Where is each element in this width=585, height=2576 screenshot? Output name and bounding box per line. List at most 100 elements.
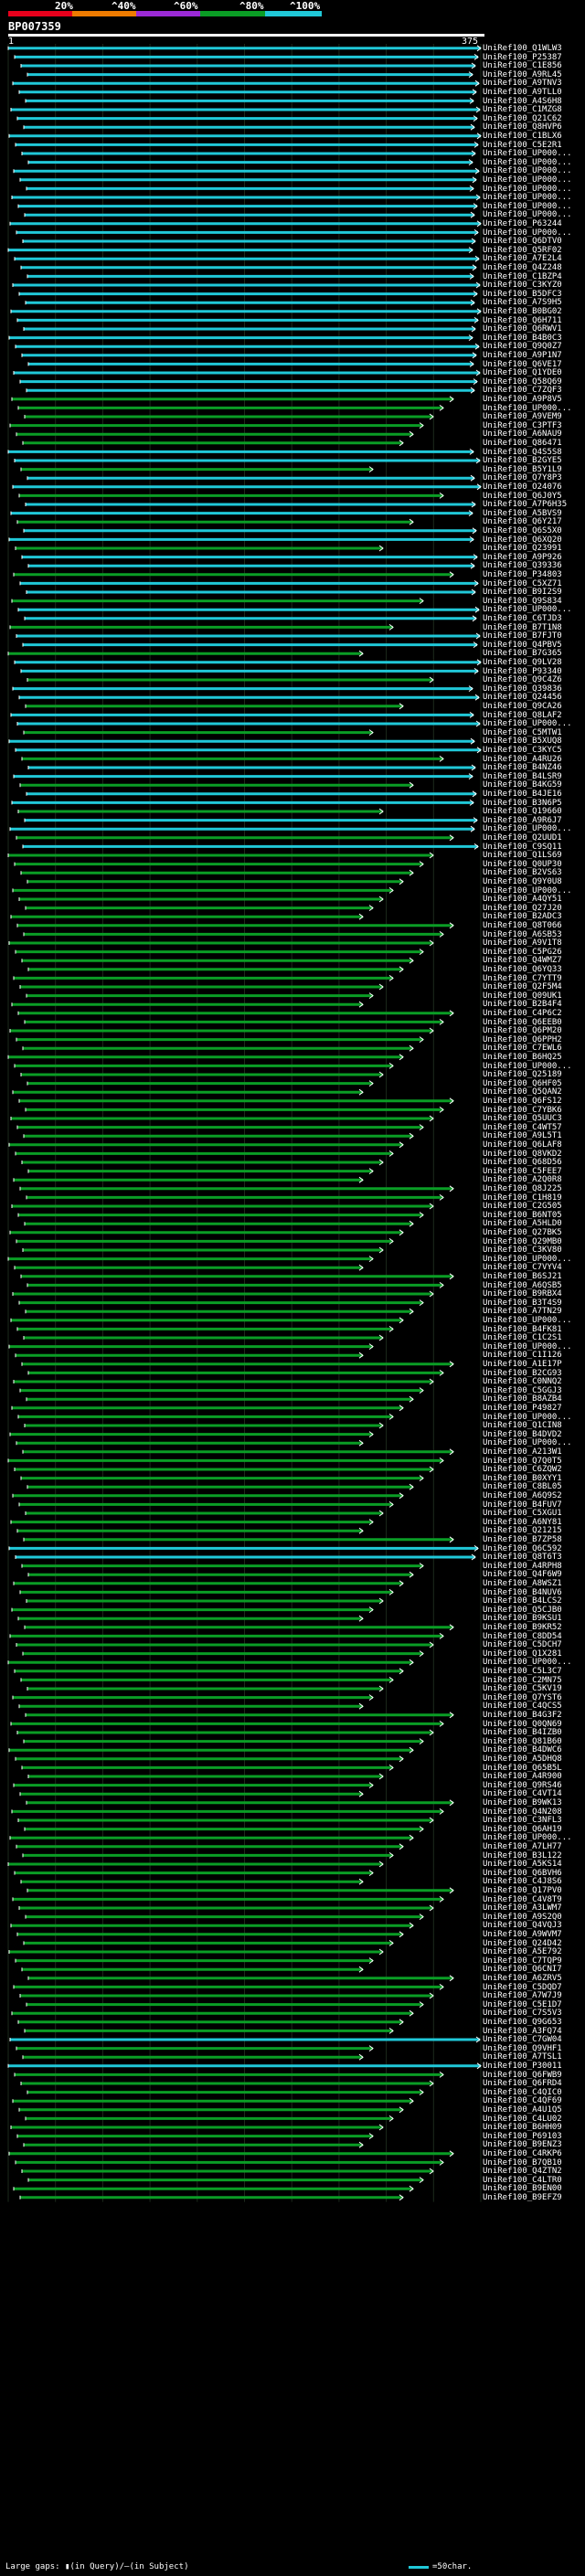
hit-label[interactable]: UniRef100_UP000... xyxy=(483,885,572,896)
hit-label[interactable]: UniRef100_A9VEM9 xyxy=(483,412,562,422)
hit-label[interactable]: UniRef100_P69103 xyxy=(483,2131,562,2141)
hit-label[interactable]: UniRef100_Q4VQJ3 xyxy=(483,1921,562,1931)
hit-label[interactable]: UniRef100_Q09UK1 xyxy=(483,991,562,1001)
hit-label[interactable]: UniRef100_O24076 xyxy=(483,482,562,492)
hit-label[interactable]: UniRef100_C2G505 xyxy=(483,1202,562,1212)
hit-label[interactable]: UniRef100_C4RKP6 xyxy=(483,2149,562,2158)
hit-label[interactable]: UniRef100_A3LWM7 xyxy=(483,1903,562,1913)
hit-label[interactable]: UniRef100_Q6PM20 xyxy=(483,1026,562,1036)
hit-label[interactable]: UniRef100_B3N6P5 xyxy=(483,798,562,808)
hit-label[interactable]: UniRef100_UP000... xyxy=(483,1658,572,1668)
hit-label[interactable]: UniRef100_C7S5V3 xyxy=(483,2009,562,2019)
hit-label[interactable]: UniRef100_A7W7J9 xyxy=(483,1991,562,2001)
hit-label[interactable]: UniRef100_Q6LAF8 xyxy=(483,1140,562,1150)
hit-label[interactable]: UniRef100_Q39836 xyxy=(483,684,562,694)
hit-label[interactable]: UniRef100_A5E792 xyxy=(483,1947,562,1957)
hit-label[interactable]: UniRef100_C3NFL3 xyxy=(483,1816,562,1826)
hit-label[interactable]: UniRef100_B4B0C3 xyxy=(483,333,562,343)
hit-label[interactable]: UniRef100_Q0QN69 xyxy=(483,1719,562,1729)
hit-label[interactable]: UniRef100_C2MN75 xyxy=(483,1675,562,1685)
hit-label[interactable]: UniRef100_Q5CJB0 xyxy=(483,1605,562,1615)
hit-label[interactable]: UniRef100_C1MZG8 xyxy=(483,105,562,115)
hit-label[interactable]: UniRef100_C4LU02 xyxy=(483,2114,562,2124)
hit-label[interactable]: UniRef100_A5DHQ8 xyxy=(483,1754,562,1764)
hit-label[interactable]: UniRef100_UP000... xyxy=(483,184,572,194)
hit-label[interactable]: UniRef100_Q9Q0Z7 xyxy=(483,342,562,352)
hit-label[interactable]: UniRef100_A7P6H35 xyxy=(483,500,568,510)
hit-label[interactable]: UniRef100_B2ADC3 xyxy=(483,912,562,922)
hit-label[interactable]: UniRef100_P49827 xyxy=(483,1404,562,1413)
hit-label[interactable]: UniRef100_B3L122 xyxy=(483,1850,562,1860)
hit-label[interactable]: UniRef100_C4V8T9 xyxy=(483,1894,562,1904)
hit-label[interactable]: UniRef100_Q24D42 xyxy=(483,1938,562,1948)
hit-label[interactable]: UniRef100_B9KR52 xyxy=(483,1623,562,1632)
hit-label[interactable]: UniRef100_B0XYY1 xyxy=(483,1473,562,1483)
hit-label[interactable]: UniRef100_B2VS63 xyxy=(483,868,562,878)
hit-label[interactable]: UniRef100_C5DQD7 xyxy=(483,1982,562,1992)
hit-label[interactable]: UniRef100_C3PTF3 xyxy=(483,420,562,430)
hit-label[interactable]: UniRef100_A8WSZ1 xyxy=(483,1579,562,1588)
hit-label[interactable]: UniRef100_Q9RS46 xyxy=(483,1780,562,1790)
hit-label[interactable]: UniRef100_C8BL05 xyxy=(483,1482,562,1492)
hit-label[interactable]: UniRef100_C5XZ71 xyxy=(483,578,562,588)
hit-label[interactable]: UniRef100_Q9VHF1 xyxy=(483,2043,562,2053)
hit-label[interactable]: UniRef100_Q1LS69 xyxy=(483,851,562,861)
hit-label[interactable]: UniRef100_A9R6J7 xyxy=(483,815,562,825)
hit-label[interactable]: UniRef100_Q8VKD2 xyxy=(483,1149,562,1159)
hit-label[interactable]: UniRef100_C3KYZ0 xyxy=(483,281,562,291)
hit-label[interactable]: UniRef100_P93340 xyxy=(483,666,562,676)
hit-label[interactable]: UniRef100_C1E856 xyxy=(483,61,562,71)
hit-label[interactable]: UniRef100_A5KS14 xyxy=(483,1860,562,1870)
hit-label[interactable]: UniRef100_Q23991 xyxy=(483,544,562,554)
hit-label[interactable]: UniRef100_Q39336 xyxy=(483,561,562,571)
hit-label[interactable]: UniRef100_Q8LAF2 xyxy=(483,710,562,720)
hit-label[interactable]: UniRef100_UP000... xyxy=(483,1438,572,1448)
hit-label[interactable]: UniRef100_Q8T6T3 xyxy=(483,1553,562,1563)
hit-label[interactable]: UniRef100_A7TSL1 xyxy=(483,2052,562,2062)
hit-label[interactable]: UniRef100_C5GGJ3 xyxy=(483,1385,562,1395)
hit-label[interactable]: UniRef100_B9RBX4 xyxy=(483,1289,562,1299)
hit-label[interactable]: UniRef100_C7ZQF3 xyxy=(483,386,562,396)
hit-label[interactable]: UniRef100_Q1YDE0 xyxy=(483,368,562,378)
hit-label[interactable]: UniRef100_B7G365 xyxy=(483,649,562,659)
hit-label[interactable]: UniRef100_A6ZRV5 xyxy=(483,1974,562,1983)
hit-label[interactable]: UniRef100_C6TJD3 xyxy=(483,614,562,623)
hit-label[interactable]: UniRef100_A5HLD0 xyxy=(483,1219,562,1229)
hit-label[interactable]: UniRef100_C5KV19 xyxy=(483,1684,562,1694)
hit-label[interactable]: UniRef100_C4QF69 xyxy=(483,2096,562,2106)
hit-label[interactable]: UniRef100_Q4WMZ7 xyxy=(483,956,562,966)
hit-label[interactable]: UniRef100_Q6FS12 xyxy=(483,1097,562,1106)
hit-label[interactable]: UniRef100_A6SB53 xyxy=(483,929,562,939)
hit-label[interactable]: UniRef100_Q4N208 xyxy=(483,1807,562,1817)
hit-label[interactable]: UniRef100_Q6FRD4 xyxy=(483,2079,562,2089)
hit-label[interactable]: UniRef100_C3KV80 xyxy=(483,1246,562,1256)
hit-label[interactable]: UniRef100_C9SQ11 xyxy=(483,842,562,852)
hit-label[interactable]: UniRef100_B7QB10 xyxy=(483,2157,562,2168)
hit-label[interactable]: UniRef100_Q6VE17 xyxy=(483,359,562,369)
hit-label[interactable]: UniRef100_C4WT57 xyxy=(483,1122,562,1132)
hit-label[interactable]: UniRef100_C1BZP4 xyxy=(483,271,562,281)
hit-label[interactable]: UniRef100_UP000... xyxy=(483,1316,572,1325)
hit-label[interactable]: UniRef100_B4LCS2 xyxy=(483,1596,562,1606)
hit-label[interactable]: UniRef100_B8AZB4 xyxy=(483,1394,562,1405)
hit-label[interactable]: UniRef100_C5L3C7 xyxy=(483,1667,562,1676)
hit-label[interactable]: UniRef100_UP000... xyxy=(483,149,572,159)
hit-label[interactable]: UniRef100_Q27BK5 xyxy=(483,1228,562,1237)
hit-label[interactable]: UniRef100_B6HH09 xyxy=(483,2123,562,2133)
hit-label[interactable]: UniRef100_Q8J225 xyxy=(483,1184,562,1193)
hit-label[interactable]: UniRef100_Q1CIN8 xyxy=(483,1421,562,1431)
hit-label[interactable]: UniRef100_Q6RWV1 xyxy=(483,324,562,334)
hit-label[interactable]: UniRef100_Q27J20 xyxy=(483,903,562,913)
hit-label[interactable]: UniRef100_B0BG02 xyxy=(483,307,562,316)
hit-label[interactable]: UniRef100_UP000... xyxy=(483,175,572,185)
hit-label[interactable]: UniRef100_Q6DTV0 xyxy=(483,237,562,247)
hit-label[interactable]: UniRef100_Q1WLW3 xyxy=(483,44,562,53)
hit-label[interactable]: UniRef100_A4S6H8 xyxy=(483,96,562,106)
hit-label[interactable]: UniRef100_UP000... xyxy=(483,1412,572,1422)
hit-label[interactable]: UniRef100_Q4PBV5 xyxy=(483,640,562,650)
hit-label[interactable]: UniRef100_A4RPH8 xyxy=(483,1561,562,1571)
hit-label[interactable]: UniRef100_B4G3F2 xyxy=(483,1711,562,1720)
hit-label[interactable]: UniRef100_P63244 xyxy=(483,219,562,228)
hit-label[interactable]: UniRef100_Q6Y217 xyxy=(483,517,562,527)
hit-label[interactable]: UniRef100_UP000... xyxy=(483,403,572,413)
